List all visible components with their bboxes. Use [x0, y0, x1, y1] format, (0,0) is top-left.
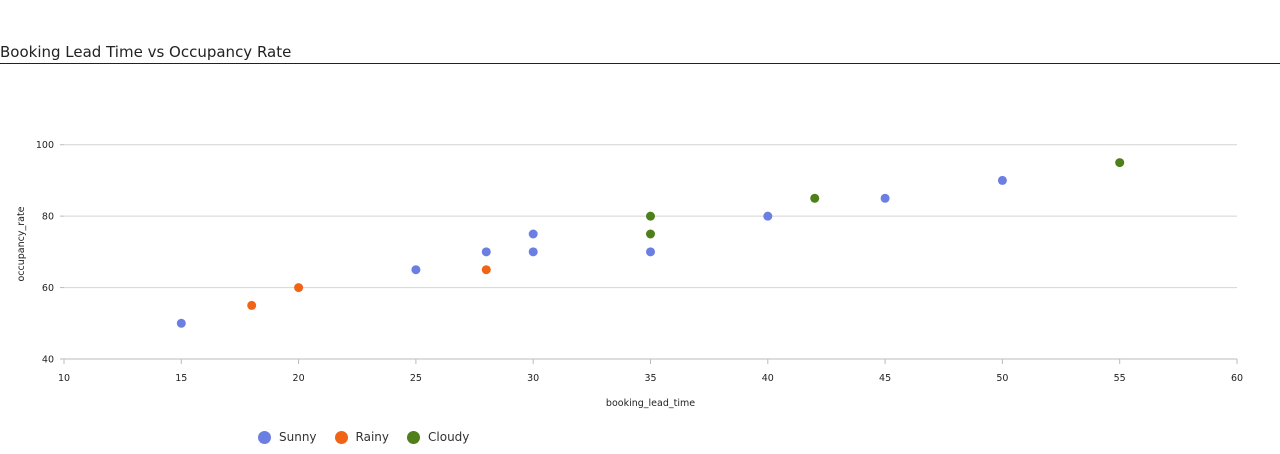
x-tick-label-50: 50 — [996, 373, 1008, 384]
chart-title: Booking Lead Time vs Occupancy Rate — [0, 43, 292, 61]
axes — [60, 144, 1238, 364]
point-sunny[interactable] — [176, 318, 186, 328]
point-sunny[interactable] — [646, 247, 655, 257]
legend-label: Rainy — [355, 430, 390, 444]
y-tick-label-80: 80 — [42, 212, 54, 223]
x-tick-label-10: 10 — [58, 373, 70, 384]
legend-item-rainy[interactable]: Rainy — [334, 430, 390, 444]
point-sunny[interactable] — [528, 229, 538, 239]
legend-item-sunny[interactable]: Sunny — [258, 430, 317, 444]
legend-label: Cloudy — [428, 430, 470, 444]
x-tick-label-25: 25 — [410, 373, 422, 384]
point-sunny[interactable] — [481, 247, 491, 257]
data-points — [176, 158, 1125, 328]
x-axis-title: booking_lead_time — [606, 398, 695, 409]
point-sunny[interactable] — [528, 247, 538, 257]
x-tick-label-20: 20 — [293, 373, 305, 384]
legend-item-cloudy[interactable]: Cloudy — [407, 430, 469, 444]
y-axis-title: occupancy_rate — [16, 206, 27, 281]
y-tick-label-40: 40 — [42, 355, 54, 366]
x-tick-label-30: 30 — [527, 373, 539, 384]
point-rainy[interactable] — [481, 265, 491, 275]
title-divider — [0, 63, 1280, 64]
legend-swatch-rainy — [334, 430, 348, 444]
point-cloudy[interactable] — [1115, 158, 1125, 168]
point-sunny[interactable] — [763, 211, 773, 221]
point-rainy[interactable] — [294, 283, 304, 293]
legend-label: Sunny — [279, 430, 317, 444]
tick-labels: 40 60 80 100 10 15 20 25 30 35 40 45 50 55 60 — [36, 140, 1243, 384]
point-cloudy[interactable] — [646, 229, 655, 239]
point-cloudy[interactable] — [646, 211, 655, 221]
x-tick-label-45: 45 — [879, 373, 891, 384]
legend: Sunny Rainy Cloudy — [258, 430, 469, 444]
legend-swatch-cloudy — [407, 430, 421, 444]
y-tick-label-60: 60 — [42, 283, 54, 294]
point-rainy[interactable] — [247, 300, 257, 310]
x-tick-label-55: 55 — [1114, 373, 1126, 384]
x-tick-label-60: 60 — [1231, 373, 1243, 384]
x-tick-label-35: 35 — [644, 373, 656, 384]
y-tick-label-100: 100 — [36, 140, 54, 151]
point-sunny[interactable] — [411, 265, 421, 275]
point-cloudy[interactable] — [810, 193, 820, 203]
x-tick-label-40: 40 — [762, 373, 774, 384]
point-sunny[interactable] — [997, 175, 1007, 185]
point-sunny[interactable] — [880, 193, 890, 203]
x-tick-label-15: 15 — [175, 373, 187, 384]
legend-swatch-sunny — [258, 430, 271, 444]
